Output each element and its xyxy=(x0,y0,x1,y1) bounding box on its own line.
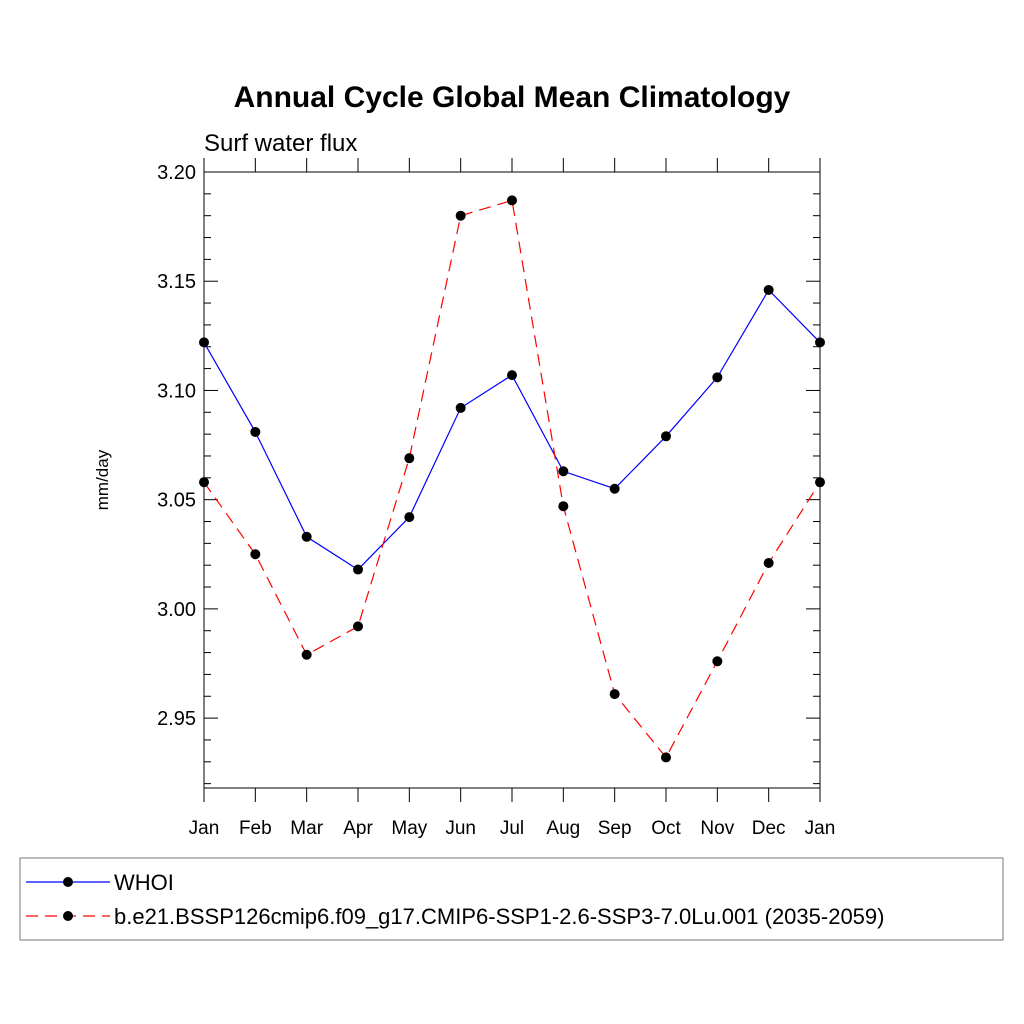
data-point xyxy=(455,402,466,413)
data-point xyxy=(353,621,363,632)
x-tick-label: Mar xyxy=(290,818,323,839)
data-point xyxy=(507,370,517,381)
data-point xyxy=(558,501,569,512)
data-point xyxy=(507,195,517,206)
y-axis-label: mm/day xyxy=(93,449,112,510)
x-tick-label: Nov xyxy=(700,818,734,839)
legend-item-2: b.e21.BSSP126cmip6.f09_g17.CMIP6-SSP1-2.… xyxy=(26,904,884,929)
data-point xyxy=(661,431,671,442)
y-tick-label: 3.10 xyxy=(157,380,196,402)
y-tick-label: 2.95 xyxy=(157,708,196,730)
series-2 xyxy=(199,195,825,763)
data-point xyxy=(250,549,261,560)
y-tick-labels: 3.20 3.15 3.10 3.05 3.00 2.95 xyxy=(157,162,196,730)
plot-frame xyxy=(203,171,821,789)
y-tick-label: 3.00 xyxy=(157,599,196,621)
data-point xyxy=(301,649,312,660)
chart-title: Annual Cycle Global Mean Climatology xyxy=(234,81,791,114)
data-point xyxy=(199,477,209,488)
legend-marker xyxy=(63,911,73,921)
series-line xyxy=(203,199,821,759)
x-tick-label: Aug xyxy=(546,818,580,839)
x-tick-label: Feb xyxy=(239,818,272,839)
x-tick-label: Apr xyxy=(343,818,373,839)
data-point xyxy=(763,558,774,569)
legend-box xyxy=(19,857,1004,941)
legend-label: b.e21.BSSP126cmip6.f09_g17.CMIP6-SSP1-2.… xyxy=(114,904,884,929)
data-point xyxy=(815,477,825,488)
x-tick-label: Jul xyxy=(500,818,524,839)
y-tick-label: 3.20 xyxy=(157,162,196,184)
legend-label: WHOI xyxy=(114,870,174,895)
data-point xyxy=(558,466,569,477)
data-point xyxy=(609,689,620,700)
axis-ticks xyxy=(203,158,821,802)
data-point xyxy=(609,483,620,494)
chart-subtitle: Surf water flux xyxy=(204,130,357,157)
x-tick-label: Jan xyxy=(189,818,220,839)
data-point xyxy=(353,564,363,575)
x-tick-label: Sep xyxy=(598,818,632,839)
data-point xyxy=(712,656,723,667)
series-line xyxy=(203,289,821,571)
x-tick-label: Jan xyxy=(805,818,836,839)
x-tick-label: Jun xyxy=(445,818,476,839)
data-point xyxy=(301,531,312,542)
y-tick-label: 3.05 xyxy=(157,490,196,512)
data-point xyxy=(404,512,415,523)
data-point xyxy=(455,210,466,221)
legend-item-1: WHOI xyxy=(26,870,174,895)
legend-marker xyxy=(63,877,73,887)
data-point xyxy=(661,752,671,763)
data-point xyxy=(815,337,825,348)
x-tick-labels: Jan Feb Mar Apr May Jun Jul Aug Sep Oct Nov Dec Jan xyxy=(189,818,836,839)
series-1 xyxy=(199,284,825,575)
x-tick-label: Oct xyxy=(651,818,681,839)
legend: WHOI b.e21.BSSP126cmip6.f09_g17.CMIP6-SSP… xyxy=(26,870,884,929)
x-tick-label: May xyxy=(391,818,427,839)
data-point xyxy=(712,372,723,383)
data-point xyxy=(250,426,261,437)
y-tick-label: 3.15 xyxy=(157,271,196,293)
series-layer xyxy=(199,195,825,763)
x-tick-label: Dec xyxy=(752,818,786,839)
data-point xyxy=(404,453,415,464)
data-point xyxy=(199,337,209,348)
data-point xyxy=(763,284,774,295)
